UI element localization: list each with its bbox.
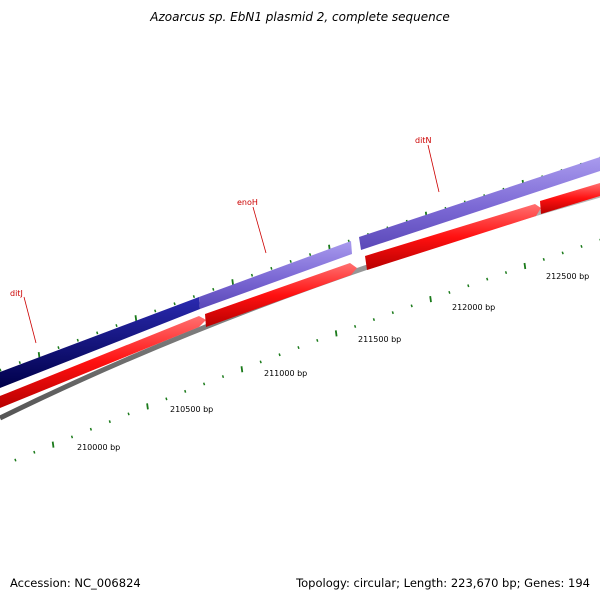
position-label: 211500 bp	[358, 335, 401, 344]
minor-tick	[0, 368, 2, 372]
minor-tick	[115, 324, 118, 328]
minor-tick	[192, 295, 196, 299]
minor-tick	[297, 346, 300, 350]
minor-tick	[173, 302, 176, 306]
gene-feature[interactable]	[0, 297, 200, 388]
gene-feature[interactable]	[0, 316, 206, 408]
minor-tick	[18, 361, 21, 365]
minor-tick	[467, 284, 470, 288]
minor-tick	[486, 277, 489, 281]
gene-label-ditN[interactable]: ditN	[415, 136, 431, 145]
minor-tick	[127, 412, 130, 416]
major-tick	[523, 262, 527, 270]
map-title: Azoarcus sp. EbN1 plasmid 2, complete se…	[150, 10, 450, 24]
gene-label-ditJ[interactable]: ditJ	[10, 289, 23, 298]
minor-tick	[221, 375, 225, 379]
minor-tick	[250, 273, 254, 277]
gene-feature[interactable]	[199, 241, 352, 309]
minor-tick	[76, 338, 79, 342]
position-label: 211000 bp	[264, 369, 307, 378]
major-tick	[134, 315, 138, 322]
minor-tick	[504, 271, 508, 275]
minor-tick	[57, 346, 60, 350]
minor-tick	[448, 290, 451, 294]
minor-tick	[184, 389, 187, 393]
position-label-group: 210000 bp 210500 bp 211000 bp 211500 bp …	[77, 272, 589, 452]
major-tick	[429, 295, 432, 303]
minor-tick	[212, 287, 215, 291]
major-tick	[37, 351, 41, 359]
minor-tick	[70, 435, 74, 439]
gene-label-group: ditJ enoH ditN	[10, 136, 440, 344]
minor-tick	[33, 450, 36, 454]
gene-feature[interactable]	[359, 157, 600, 250]
sequence-summary: Topology: circular; Length: 223,670 bp; …	[296, 576, 590, 590]
position-label: 212000 bp	[452, 303, 495, 312]
minor-tick	[410, 304, 413, 308]
sequence-backbone	[0, 192, 600, 421]
minor-tick	[154, 309, 157, 313]
major-tick	[51, 441, 55, 448]
minor-tick	[259, 360, 262, 364]
major-tick	[334, 330, 338, 337]
tick-marks-lower	[14, 238, 600, 462]
gene-feature[interactable]	[205, 263, 357, 327]
major-tick	[146, 403, 149, 410]
minor-tick	[353, 324, 357, 328]
minor-tick	[561, 251, 564, 255]
position-label: 210000 bp	[77, 443, 120, 452]
minor-tick	[391, 311, 394, 315]
major-tick	[240, 366, 244, 373]
minor-tick	[202, 382, 206, 386]
minor-tick	[89, 427, 93, 431]
minor-tick	[542, 257, 545, 261]
position-label: 212500 bp	[546, 272, 589, 281]
minor-tick	[580, 244, 583, 248]
minor-tick	[278, 353, 281, 357]
minor-tick	[308, 253, 312, 257]
minor-tick	[270, 266, 273, 270]
position-label: 210500 bp	[170, 405, 213, 414]
minor-tick	[96, 331, 99, 335]
minor-tick	[165, 397, 168, 401]
minor-tick	[289, 259, 292, 263]
minor-tick	[372, 318, 376, 322]
accession-text: Accession: NC_006824	[10, 576, 141, 590]
gene-label-enoH[interactable]: enoH	[237, 198, 258, 207]
minor-tick	[108, 420, 111, 424]
gene-feature[interactable]	[540, 183, 600, 214]
forward-strand-track	[0, 183, 600, 408]
reverse-strand-track	[0, 157, 600, 388]
minor-tick	[316, 338, 319, 342]
minor-tick	[14, 458, 17, 462]
gene-feature[interactable]	[365, 204, 541, 270]
major-tick	[231, 279, 234, 286]
